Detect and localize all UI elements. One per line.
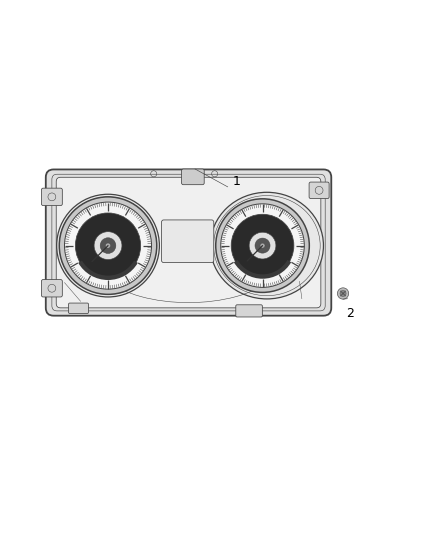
Circle shape: [249, 232, 276, 259]
FancyBboxPatch shape: [162, 220, 214, 263]
Text: 2: 2: [346, 306, 353, 320]
Text: 1: 1: [233, 175, 241, 188]
Circle shape: [231, 214, 294, 277]
Circle shape: [59, 197, 157, 294]
Circle shape: [94, 232, 122, 260]
FancyBboxPatch shape: [68, 303, 88, 313]
Circle shape: [100, 238, 116, 254]
FancyBboxPatch shape: [42, 279, 62, 297]
FancyBboxPatch shape: [182, 169, 204, 184]
Circle shape: [260, 243, 265, 248]
Circle shape: [255, 238, 270, 253]
Circle shape: [216, 199, 309, 293]
Circle shape: [75, 213, 141, 278]
Circle shape: [337, 288, 349, 299]
Ellipse shape: [210, 192, 323, 299]
FancyBboxPatch shape: [46, 169, 331, 316]
FancyBboxPatch shape: [42, 188, 62, 206]
FancyBboxPatch shape: [309, 182, 329, 199]
FancyBboxPatch shape: [56, 177, 321, 308]
Circle shape: [221, 204, 304, 287]
Circle shape: [340, 290, 346, 296]
FancyBboxPatch shape: [236, 305, 262, 317]
Circle shape: [57, 194, 159, 297]
Circle shape: [106, 243, 111, 248]
Circle shape: [64, 202, 152, 289]
